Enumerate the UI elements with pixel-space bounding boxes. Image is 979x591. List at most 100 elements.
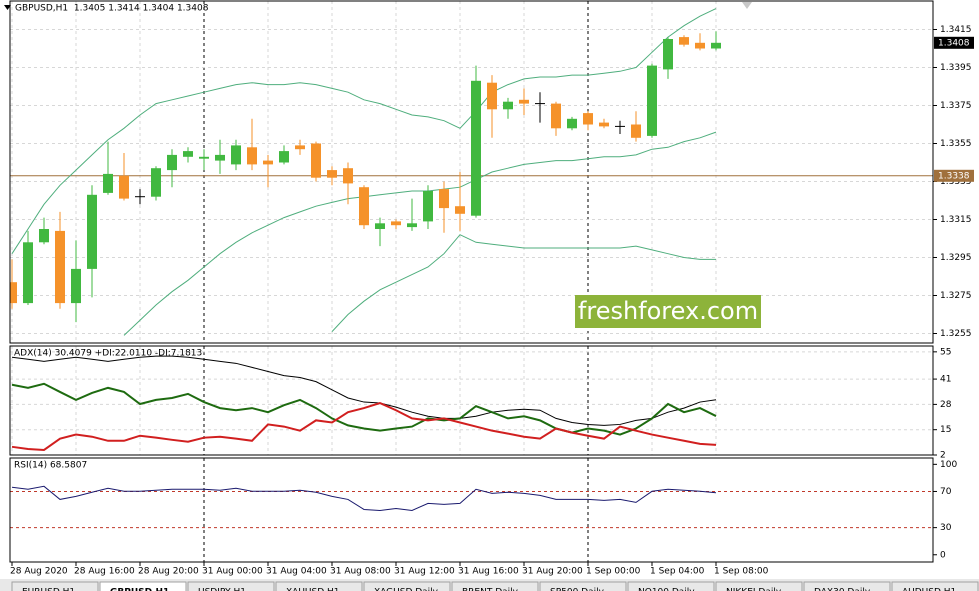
indicator-title: RSI(14) 68.5807 (14, 461, 87, 471)
current-price-box (934, 36, 974, 49)
candle-body (103, 173, 113, 193)
x-tick-label: 1 Sep 00:00 (586, 567, 641, 577)
candle-body (71, 268, 81, 304)
indicator-line (11, 8, 717, 254)
candle-body (199, 156, 209, 159)
y-tick-label: 55 (940, 347, 951, 357)
tab[interactable] (539, 581, 627, 591)
candle-body (647, 65, 657, 136)
y-tick-label: 0 (940, 550, 946, 560)
x-tick-label: 1 Sep 08:00 (714, 567, 769, 577)
x-tick-label: 31 Aug 12:00 (394, 567, 455, 577)
candle-body (359, 187, 369, 226)
candle-body (455, 206, 465, 214)
candle-body (119, 175, 129, 199)
tab-label: XAUUSD,H1 (286, 588, 340, 591)
candle-body (279, 151, 289, 163)
panel-1 (10, 346, 933, 455)
watermark: freshforex.com (575, 295, 761, 328)
candle-body (183, 151, 193, 157)
panel-frame (9, 457, 934, 563)
tab-label: SP500,Daily (550, 588, 605, 591)
y-tick-label: 1.3355 (940, 139, 972, 149)
candle-body (503, 101, 513, 110)
tab[interactable] (187, 581, 275, 591)
shift-marker (742, 2, 752, 9)
tab[interactable] (715, 581, 803, 591)
candle-body (311, 143, 321, 178)
indicator-title: ADX(14) 30.4079 +DI:22.0110 -DI:7.1813 (14, 349, 202, 359)
tab-label: DAX30,Daily (814, 588, 871, 591)
price-level-label: 1.3338 (938, 171, 970, 181)
watermark-text: freshforex.com (578, 297, 758, 325)
y-tick-label: 70 (940, 487, 952, 497)
y-tick-label: 1.3395 (940, 63, 972, 73)
candle-body (247, 147, 257, 165)
tab-label: AUDUSD,H1 (902, 588, 956, 591)
candle-body (471, 80, 481, 216)
symbol-menu-arrow (4, 5, 11, 10)
y-tick-label: 1.3295 (940, 253, 972, 263)
current-price-label: 1.3408 (938, 38, 970, 48)
indicator-line (123, 131, 717, 336)
candle-body (551, 103, 561, 129)
tab[interactable] (451, 581, 539, 591)
y-tick-label: 1.3375 (940, 101, 972, 111)
candle-body (695, 42, 705, 49)
x-tick-label: 1 Sep 04:00 (650, 567, 705, 577)
candle-body (663, 39, 673, 70)
candle-body (599, 122, 609, 127)
tab[interactable] (803, 581, 891, 591)
y-tick-label: 1.3275 (940, 291, 972, 301)
panel-0 (10, 1, 933, 343)
tab[interactable] (11, 581, 99, 591)
tab[interactable] (363, 581, 451, 591)
candle-body (519, 99, 529, 104)
y-tick-label: 15 (940, 425, 951, 435)
candle-body (23, 242, 33, 304)
y-tick-label: 1.3335 (940, 177, 972, 187)
candle-body (631, 124, 641, 138)
panel-frame (9, 345, 934, 456)
tab-label: NIKKEI,Daily (726, 588, 782, 591)
tab-label: NQ100,Daily (638, 588, 695, 591)
y-tick-label: 1.3415 (940, 25, 972, 35)
candle-body (615, 125, 625, 127)
x-tick-label: 31 Aug 20:00 (522, 567, 583, 577)
candle-body (263, 160, 273, 165)
x-tick-label: 28 Aug 20:00 (138, 567, 199, 577)
candle-body (295, 145, 305, 150)
y-tick-label: 2 (940, 451, 946, 461)
candle-body (327, 170, 337, 178)
x-tick-label: 31 Aug 04:00 (266, 567, 327, 577)
candle-body (135, 196, 145, 198)
indicator-line (331, 234, 716, 332)
candle-body (167, 154, 177, 171)
x-tick-label: 31 Aug 08:00 (330, 567, 391, 577)
y-tick-label: 41 (940, 375, 951, 385)
price-level-box (934, 169, 974, 182)
watermark-box (575, 295, 761, 328)
candle-body (343, 168, 353, 184)
candle-body (215, 154, 225, 161)
tab[interactable] (99, 581, 187, 591)
tab[interactable] (891, 581, 979, 591)
candle-body (10, 282, 17, 304)
tab[interactable] (275, 581, 363, 591)
tab[interactable] (627, 581, 715, 591)
y-tick-label: 28 (940, 400, 952, 410)
y-tick-label: 30 (940, 523, 952, 533)
panel-frame (9, 0, 934, 344)
x-tick-label: 28 Aug 2020 (10, 567, 68, 577)
candle-body (375, 223, 385, 229)
tab-label: USDJPY,H1 (198, 588, 246, 591)
candle-body (679, 37, 689, 45)
candle-body (87, 194, 97, 269)
tab-label: XAGUSD,Daily (374, 588, 439, 591)
candle-body (711, 42, 721, 49)
y-tick-label: 100 (940, 460, 957, 470)
tab-label: BRENT,Daily (462, 588, 519, 591)
indicator-line (11, 382, 717, 436)
x-tick-label: 31 Aug 00:00 (202, 567, 263, 577)
